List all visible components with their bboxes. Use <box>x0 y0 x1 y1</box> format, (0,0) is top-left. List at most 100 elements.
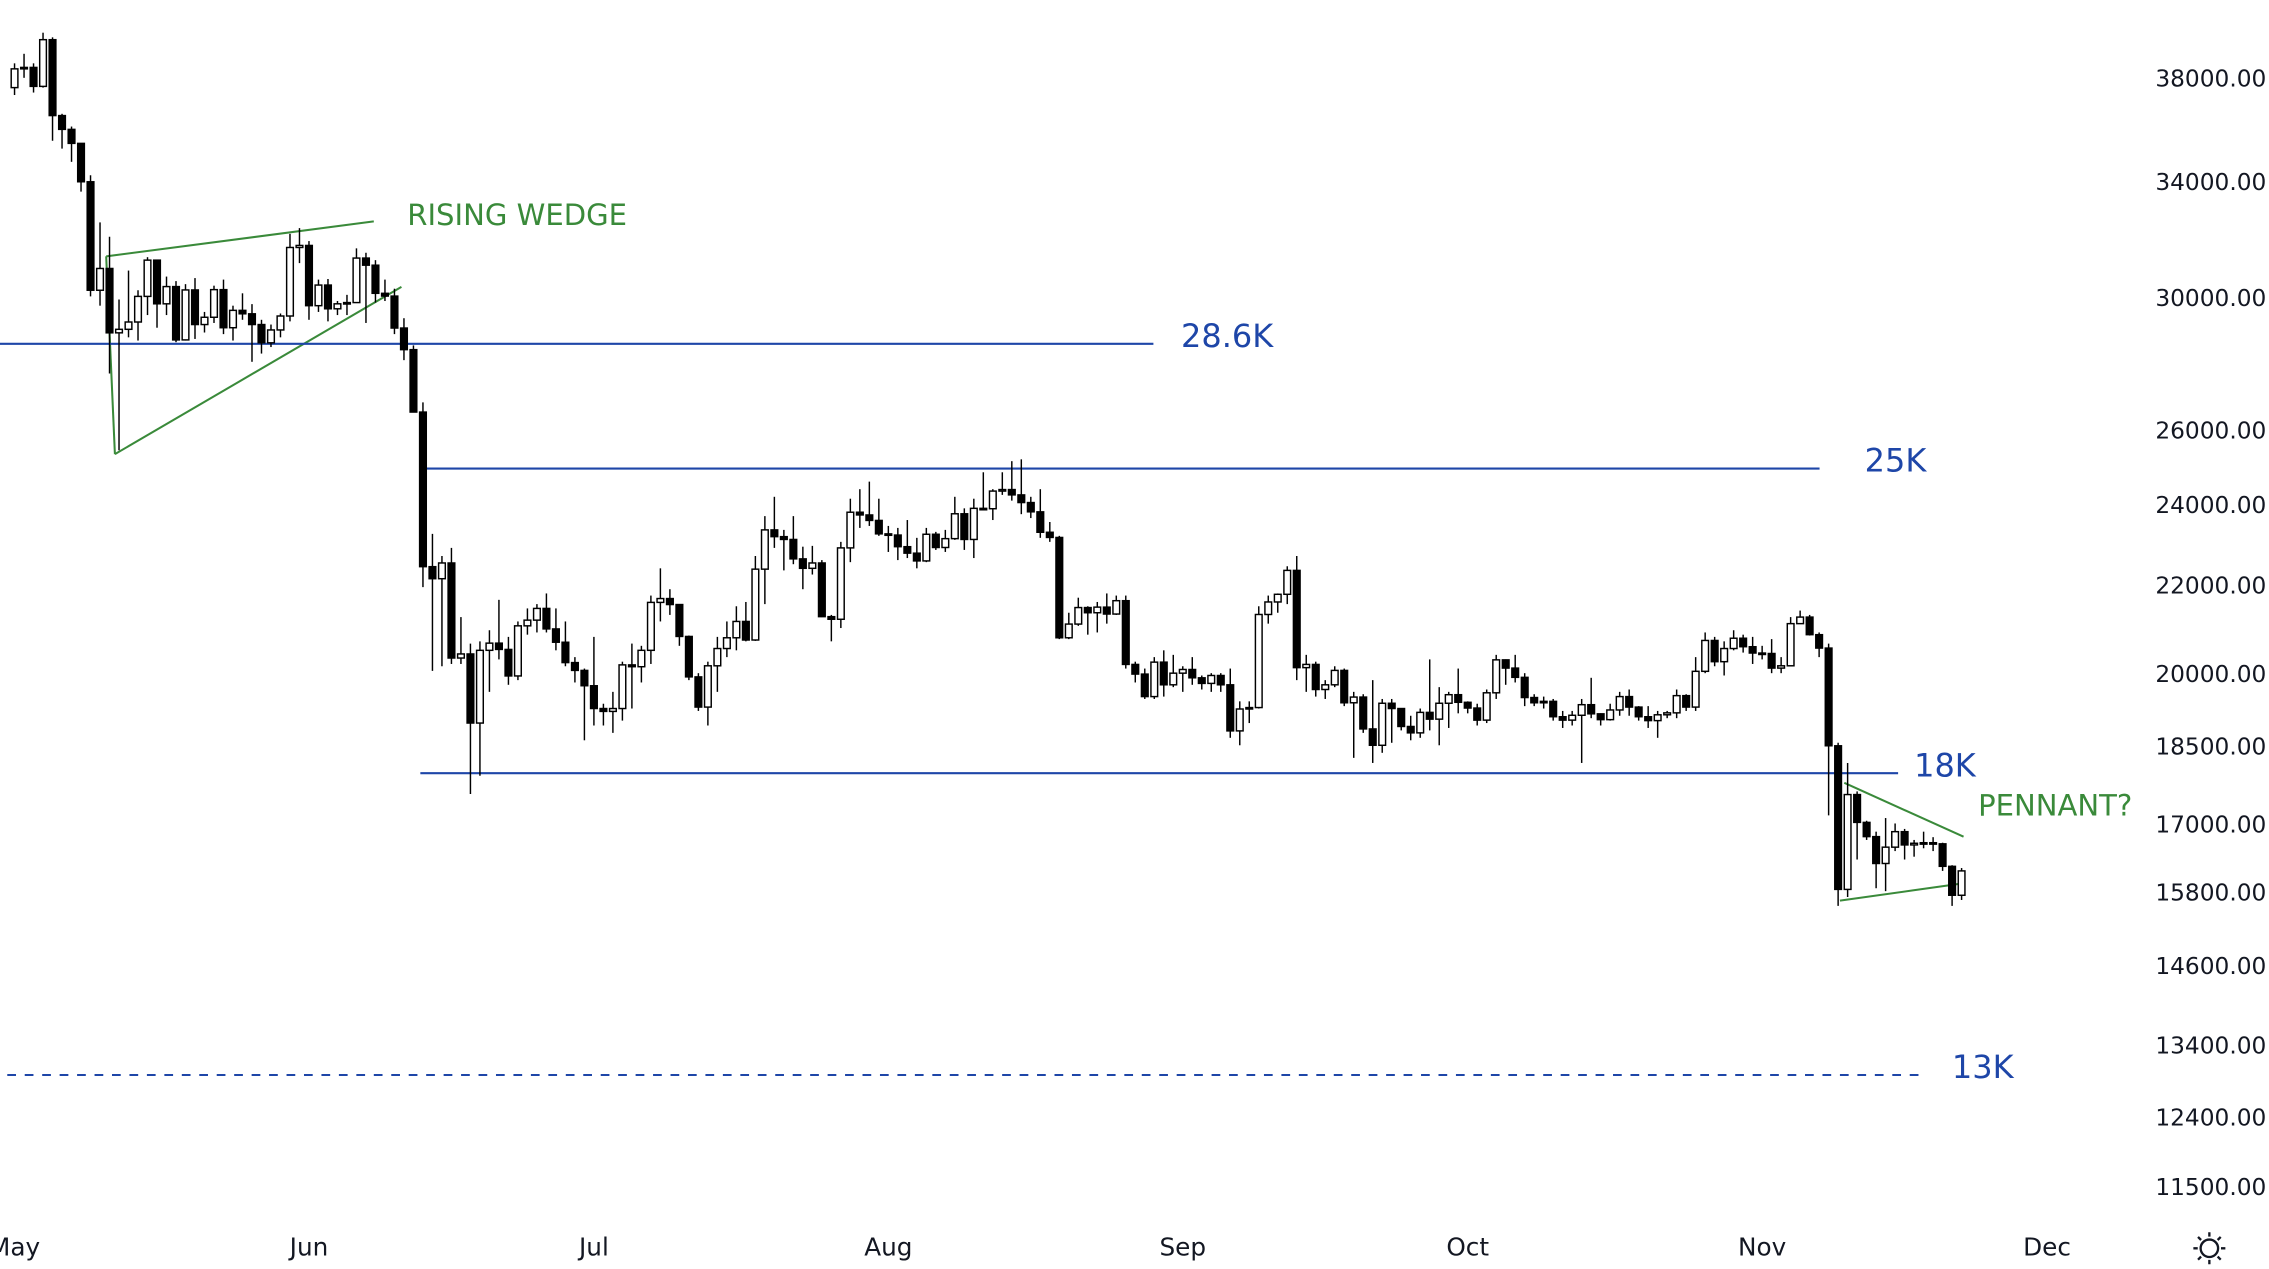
candle-body <box>314 284 323 307</box>
y-tick-label: 17000.00 <box>2155 812 2266 839</box>
candle-body <box>361 257 371 266</box>
candle-body <box>228 309 238 329</box>
candle-body <box>38 38 48 88</box>
candle-body <box>1568 714 1577 721</box>
candle-body <box>865 514 874 522</box>
candle-body <box>1929 841 1938 845</box>
candle-body <box>646 601 655 652</box>
candle-body <box>1406 725 1415 734</box>
candle-body <box>637 649 646 668</box>
settings-icon[interactable] <box>2193 1232 2226 1265</box>
y-tick-label: 15800.00 <box>2155 880 2266 907</box>
level-label: 25K <box>1865 442 1928 480</box>
candle-body <box>466 653 475 724</box>
candle-body <box>475 649 485 724</box>
candle-body <box>1777 665 1786 669</box>
y-tick-label: 34000.00 <box>2155 169 2266 196</box>
candle-body <box>884 533 893 537</box>
x-tick-label: Sep <box>1159 1232 1206 1261</box>
candle-body <box>1482 692 1491 721</box>
candle-body <box>1359 696 1368 730</box>
candle-body <box>1197 677 1206 685</box>
candle-body <box>1625 695 1634 708</box>
candle-body <box>1910 842 1919 846</box>
candle-body <box>1786 622 1795 667</box>
candle-body <box>1178 668 1187 674</box>
candle-body <box>190 289 200 326</box>
candle-body <box>1416 711 1425 734</box>
y-tick-label: 26000.00 <box>2155 418 2266 445</box>
candle-body <box>561 641 570 664</box>
candle-body <box>295 244 304 249</box>
candle-body <box>1463 701 1472 709</box>
candle-body <box>893 534 902 548</box>
candle-body <box>903 545 912 554</box>
candle-body <box>57 114 67 131</box>
candle-body <box>1064 623 1073 639</box>
pattern-lines <box>105 220 1964 902</box>
level-label: 13K <box>1952 1048 2015 1086</box>
candle-body <box>1919 841 1928 845</box>
annotation: RISING WEDGE <box>407 198 627 232</box>
icon-circle <box>2199 1238 2220 1259</box>
candle-body <box>1121 599 1130 666</box>
candle-body <box>1767 652 1776 669</box>
candle-body <box>238 309 247 315</box>
candle-body <box>276 315 285 331</box>
candle-body <box>1891 830 1900 848</box>
candle-body <box>409 348 418 413</box>
candle-body <box>1036 511 1045 533</box>
candle-body <box>1368 728 1377 747</box>
candle-body <box>485 642 494 652</box>
candle-body <box>333 303 342 310</box>
candle-body <box>912 552 921 562</box>
candle-body <box>1672 694 1681 714</box>
candle-body <box>209 288 219 318</box>
candle-body <box>114 328 124 334</box>
candle-body <box>95 267 105 291</box>
candle-body <box>532 607 541 621</box>
candle-body <box>836 547 845 620</box>
x-tick-label: May <box>0 1232 40 1261</box>
pennant-lower <box>1839 882 1964 902</box>
candle-body <box>1140 673 1149 698</box>
y-tick-label: 11500.00 <box>2155 1174 2266 1201</box>
candle-body <box>1520 676 1529 699</box>
y-tick-label: 20000.00 <box>2155 661 2266 688</box>
candle-body <box>1283 569 1292 596</box>
candle-body <box>770 529 779 538</box>
candle-body <box>1378 702 1387 747</box>
candle-body <box>10 68 19 89</box>
wedge-lower <box>114 285 402 456</box>
candle-body <box>817 562 826 618</box>
candle-body <box>580 669 589 687</box>
candle-body <box>808 562 817 570</box>
candle-body <box>1729 637 1738 650</box>
candle-body <box>1653 714 1662 722</box>
candle-body <box>1425 711 1434 720</box>
x-tick-label: Nov <box>1738 1232 1786 1261</box>
y-tick-label: 18500.00 <box>2155 733 2266 760</box>
candle-body <box>437 562 447 580</box>
candle-body <box>1007 488 1016 496</box>
y-tick-label: 12400.00 <box>2155 1104 2266 1131</box>
candle-body <box>1501 659 1510 669</box>
candle-body <box>1957 870 1966 896</box>
candle-body <box>941 537 950 549</box>
candle-body <box>1558 716 1567 721</box>
candle-body <box>1539 700 1548 704</box>
candle-body <box>304 244 314 307</box>
candle-body <box>1881 846 1890 865</box>
candle-body <box>1169 672 1178 686</box>
candle-body <box>1872 835 1881 865</box>
candle-body <box>1340 669 1349 704</box>
candle-body <box>285 246 295 317</box>
candle-body <box>789 538 798 560</box>
candle-body <box>1083 606 1092 614</box>
candle-body <box>1150 661 1159 698</box>
candle-body <box>1387 702 1396 710</box>
candle-body <box>1454 693 1463 704</box>
candle-body <box>998 488 1007 492</box>
candle-body <box>1682 694 1691 708</box>
